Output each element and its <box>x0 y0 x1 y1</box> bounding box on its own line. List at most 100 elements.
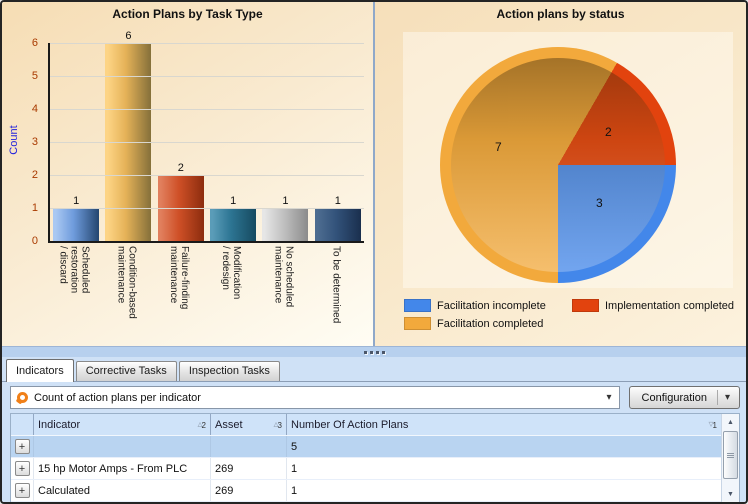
gridline <box>50 208 364 209</box>
pie-chart-title: Action plans by status <box>496 7 625 21</box>
chevron-down-icon[interactable]: ▾ <box>606 392 612 403</box>
y-axis-ticks: 0 1 2 3 4 5 6 <box>14 37 44 247</box>
expander-cell: + <box>11 480 34 501</box>
sort-indicator-icon: ▿ 1 <box>708 419 717 430</box>
x-axis-label: Condition-based maintenance <box>115 246 138 319</box>
expander-cell: + <box>11 458 34 479</box>
bar-plot-area: 1 6 2 1 1 1 <box>48 30 364 243</box>
scrollbar-thumb[interactable] <box>723 431 738 479</box>
expand-row-button[interactable]: + <box>14 483 30 498</box>
expand-row-button[interactable]: + <box>14 461 30 476</box>
indicator-cell <box>34 436 211 457</box>
tab-indicators[interactable]: Indicators <box>6 359 74 382</box>
legend-swatch <box>404 299 431 312</box>
x-axis-labels: Scheduled restoration / discard Condition… <box>48 246 362 323</box>
chevron-down-icon[interactable]: ▾ <box>724 392 730 403</box>
splitter-grip-icon <box>363 350 385 354</box>
gridline <box>50 175 364 176</box>
legend-label: Facilitation incomplete <box>437 299 546 312</box>
y-tick-label: 5 <box>31 70 38 82</box>
y-tick-label: 1 <box>31 202 38 214</box>
pie-chart-panel: Action plans by status 7 2 3 Facilitatio… <box>375 2 746 346</box>
legend-swatch <box>404 317 431 330</box>
details-panel: Indicators Corrective Tasks Inspection Tas… <box>2 357 746 503</box>
column-header-indicator[interactable]: Indicator ▵ 2 <box>34 414 211 435</box>
y-tick-label: 2 <box>31 169 38 181</box>
asset-cell <box>211 436 287 457</box>
legend-label: Implementation completed <box>605 299 735 312</box>
legend-item: Facilitation incomplete <box>404 299 562 312</box>
configuration-button[interactable]: Configuration ▾ <box>628 386 740 409</box>
scroll-down-icon[interactable]: ▼ <box>727 491 734 498</box>
gridline <box>50 76 364 77</box>
indicator-selector-combobox[interactable]: Count of action plans per indicator ▾ <box>10 386 620 409</box>
kpi-ring-icon <box>17 392 28 403</box>
table-row[interactable]: + Calculated 269 1 <box>11 480 739 502</box>
y-tick-label: 3 <box>31 136 38 148</box>
legend-label: Facilitation completed <box>437 317 544 330</box>
sort-indicator-icon: ▵ 2 <box>197 419 206 430</box>
gridline <box>50 142 364 143</box>
bar-slot: 6 <box>102 30 154 241</box>
table-header-row: Indicator ▵ 2 Asset ▵ 3 Number Of Action Plans… <box>11 414 739 436</box>
asset-cell: 269 <box>211 458 287 479</box>
table-row[interactable]: +15 hp Motor Amps - From PLC 269 1 <box>11 458 739 480</box>
action-plan-count-cell: 1 <box>287 480 722 501</box>
x-axis-label: Failure-finding maintenance <box>167 246 190 310</box>
table-row[interactable]: +5 <box>11 436 739 458</box>
bar-chart-title: Action Plans by Task Type <box>112 7 263 21</box>
bar-value-label: 1 <box>73 195 80 207</box>
bar-value-label: 1 <box>230 195 237 207</box>
gridline <box>50 43 364 44</box>
bar <box>314 208 361 241</box>
pie-slice-value: 3 <box>596 196 603 210</box>
column-header-asset[interactable]: Asset ▵ 3 <box>211 414 287 435</box>
toolbar: Count of action plans per indicator ▾ Co… <box>2 382 746 413</box>
tab-bar: Indicators Corrective Tasks Inspection Tas… <box>2 357 746 382</box>
tab-corrective-tasks[interactable]: Corrective Tasks <box>75 361 177 381</box>
bar-slot: 1 <box>207 195 259 241</box>
bar-slot: 1 <box>259 195 311 241</box>
column-header-label: Number Of Action Plans <box>291 418 409 431</box>
bar-value-label: 1 <box>334 195 341 207</box>
scroll-up-icon[interactable]: ▲ <box>727 419 734 426</box>
chart-panel-divider <box>373 2 375 346</box>
column-header-label: Asset <box>215 418 243 431</box>
splitter-handle[interactable] <box>2 346 746 357</box>
legend-item: Facilitation completed <box>404 317 562 330</box>
bar-value-label: 2 <box>177 162 184 174</box>
legend-swatch <box>572 299 599 312</box>
bar <box>262 208 309 241</box>
configuration-button-label: Configuration <box>641 391 707 404</box>
button-separator <box>716 390 718 405</box>
legend-item: Implementation completed <box>572 299 734 312</box>
y-tick-label: 6 <box>31 37 38 49</box>
table-empty-area <box>11 502 739 503</box>
x-axis-label: No scheduled maintenance <box>272 246 295 308</box>
tab-inspection-tasks[interactable]: Inspection Tasks <box>178 361 280 381</box>
bar-value-label: 6 <box>125 30 132 42</box>
bar <box>210 208 257 241</box>
gridline <box>50 109 364 110</box>
column-header-label: Indicator <box>38 418 81 431</box>
action-plan-count-cell: 5 <box>287 436 722 457</box>
pie-slice-value: 7 <box>495 140 502 154</box>
x-axis-label: To be determined <box>330 246 342 324</box>
column-header-number-of-action-plans[interactable]: Number Of Action Plans ▿ 1 <box>287 414 722 435</box>
bar-value-label: 1 <box>282 195 289 207</box>
y-tick-label: 0 <box>31 235 38 247</box>
bar-slot: 2 <box>155 162 207 241</box>
action-plan-count-cell: 1 <box>287 458 722 479</box>
expand-row-button[interactable]: + <box>14 439 30 454</box>
indicator-cell: 15 hp Motor Amps - From PLC <box>34 458 211 479</box>
pie-chart-inner-shading <box>451 58 665 272</box>
bar-slot: 1 <box>50 195 102 241</box>
combo-selected-value: Count of action plans per indicator <box>34 391 201 404</box>
indicators-table: Indicator ▵ 2 Asset ▵ 3 Number Of Action Plans… <box>10 413 740 503</box>
x-axis-label: Modification / redesign <box>220 246 243 300</box>
pie-slice-value: 2 <box>605 125 612 139</box>
vertical-scrollbar[interactable]: ▲ ▼ <box>721 414 739 502</box>
